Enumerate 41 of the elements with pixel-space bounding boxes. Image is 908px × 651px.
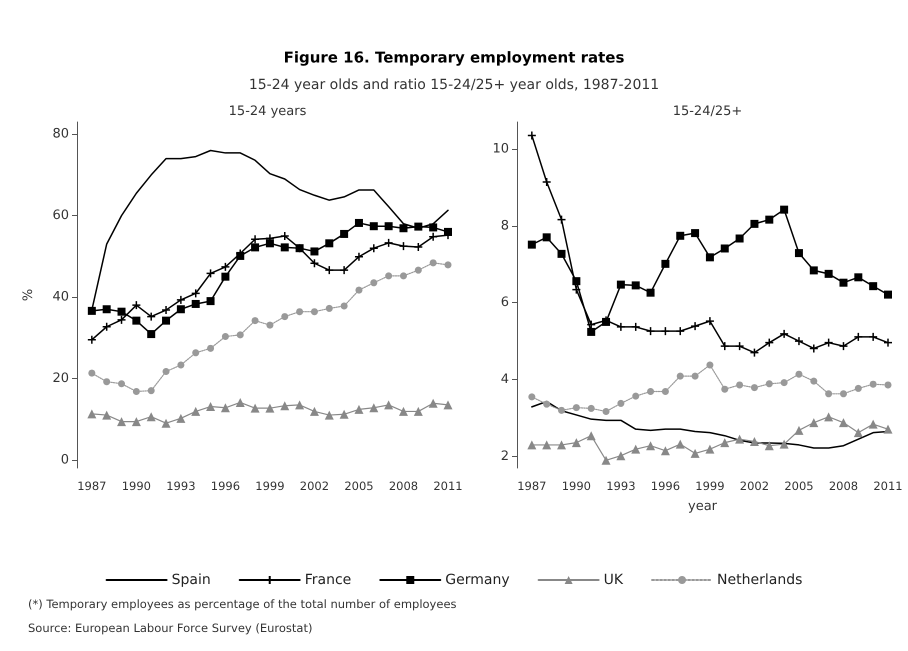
x-tick-label: 1987 [517, 479, 546, 493]
legend-label: Germany [445, 572, 510, 588]
y-tick-label: 10 [492, 141, 509, 156]
legend-label: France [304, 572, 352, 588]
x-tick-label: 2008 [828, 479, 858, 493]
chart-title: 15-24/25+ [672, 104, 742, 119]
y-tick-label: 40 [52, 290, 69, 305]
x-tick-label: 1990 [122, 479, 151, 493]
y-tick-label: 0 [60, 452, 69, 468]
x-tick-label: 1987 [77, 479, 106, 493]
y-tick-label: 8 [500, 218, 509, 234]
x-tick-label: 1996 [650, 479, 680, 493]
x-tick-label: 2005 [344, 479, 374, 493]
y-tick-label: 60 [52, 208, 69, 224]
x-tick-label: 1996 [210, 479, 240, 493]
x-tick-label: 1999 [695, 479, 725, 493]
x-tick-label: 2005 [784, 479, 814, 493]
legend-label: Spain [172, 572, 211, 588]
x-tick-label: 1993 [166, 479, 196, 493]
y-tick-label: 2 [500, 448, 509, 464]
x-tick-label: 2008 [388, 479, 418, 493]
y-tick-label: 80 [52, 126, 69, 142]
y-tick-label: 20 [52, 370, 69, 386]
x-tick-label: 2011 [873, 479, 903, 493]
chart-title: 15-24 years [228, 104, 307, 119]
y-tick-label: 6 [500, 295, 509, 310]
x-tick-label: 2002 [300, 479, 330, 493]
text: (*) Temporary employees as percentage of the total number of employees [28, 597, 457, 611]
y-axis-title: % [21, 288, 36, 302]
x-tick-label: 1993 [606, 479, 636, 493]
legend-label: UK [604, 572, 624, 588]
x-tick-label: 2011 [433, 479, 463, 493]
x-axis-title: year [688, 499, 718, 514]
legend-label: Netherlands [717, 572, 802, 588]
x-tick-label: 2002 [740, 479, 770, 493]
y-tick-label: 4 [500, 372, 509, 388]
x-tick-label: 1990 [562, 479, 591, 493]
x-tick-label: 1999 [255, 479, 285, 493]
caption: Figure 16. Temporary employment rates [284, 48, 624, 66]
text: 15-24 year olds and ratio 15-24/25+ year olds, 1987-2011 [248, 77, 660, 93]
source-note: Source: European Labour Force Survey (Eurostat) [28, 621, 312, 635]
